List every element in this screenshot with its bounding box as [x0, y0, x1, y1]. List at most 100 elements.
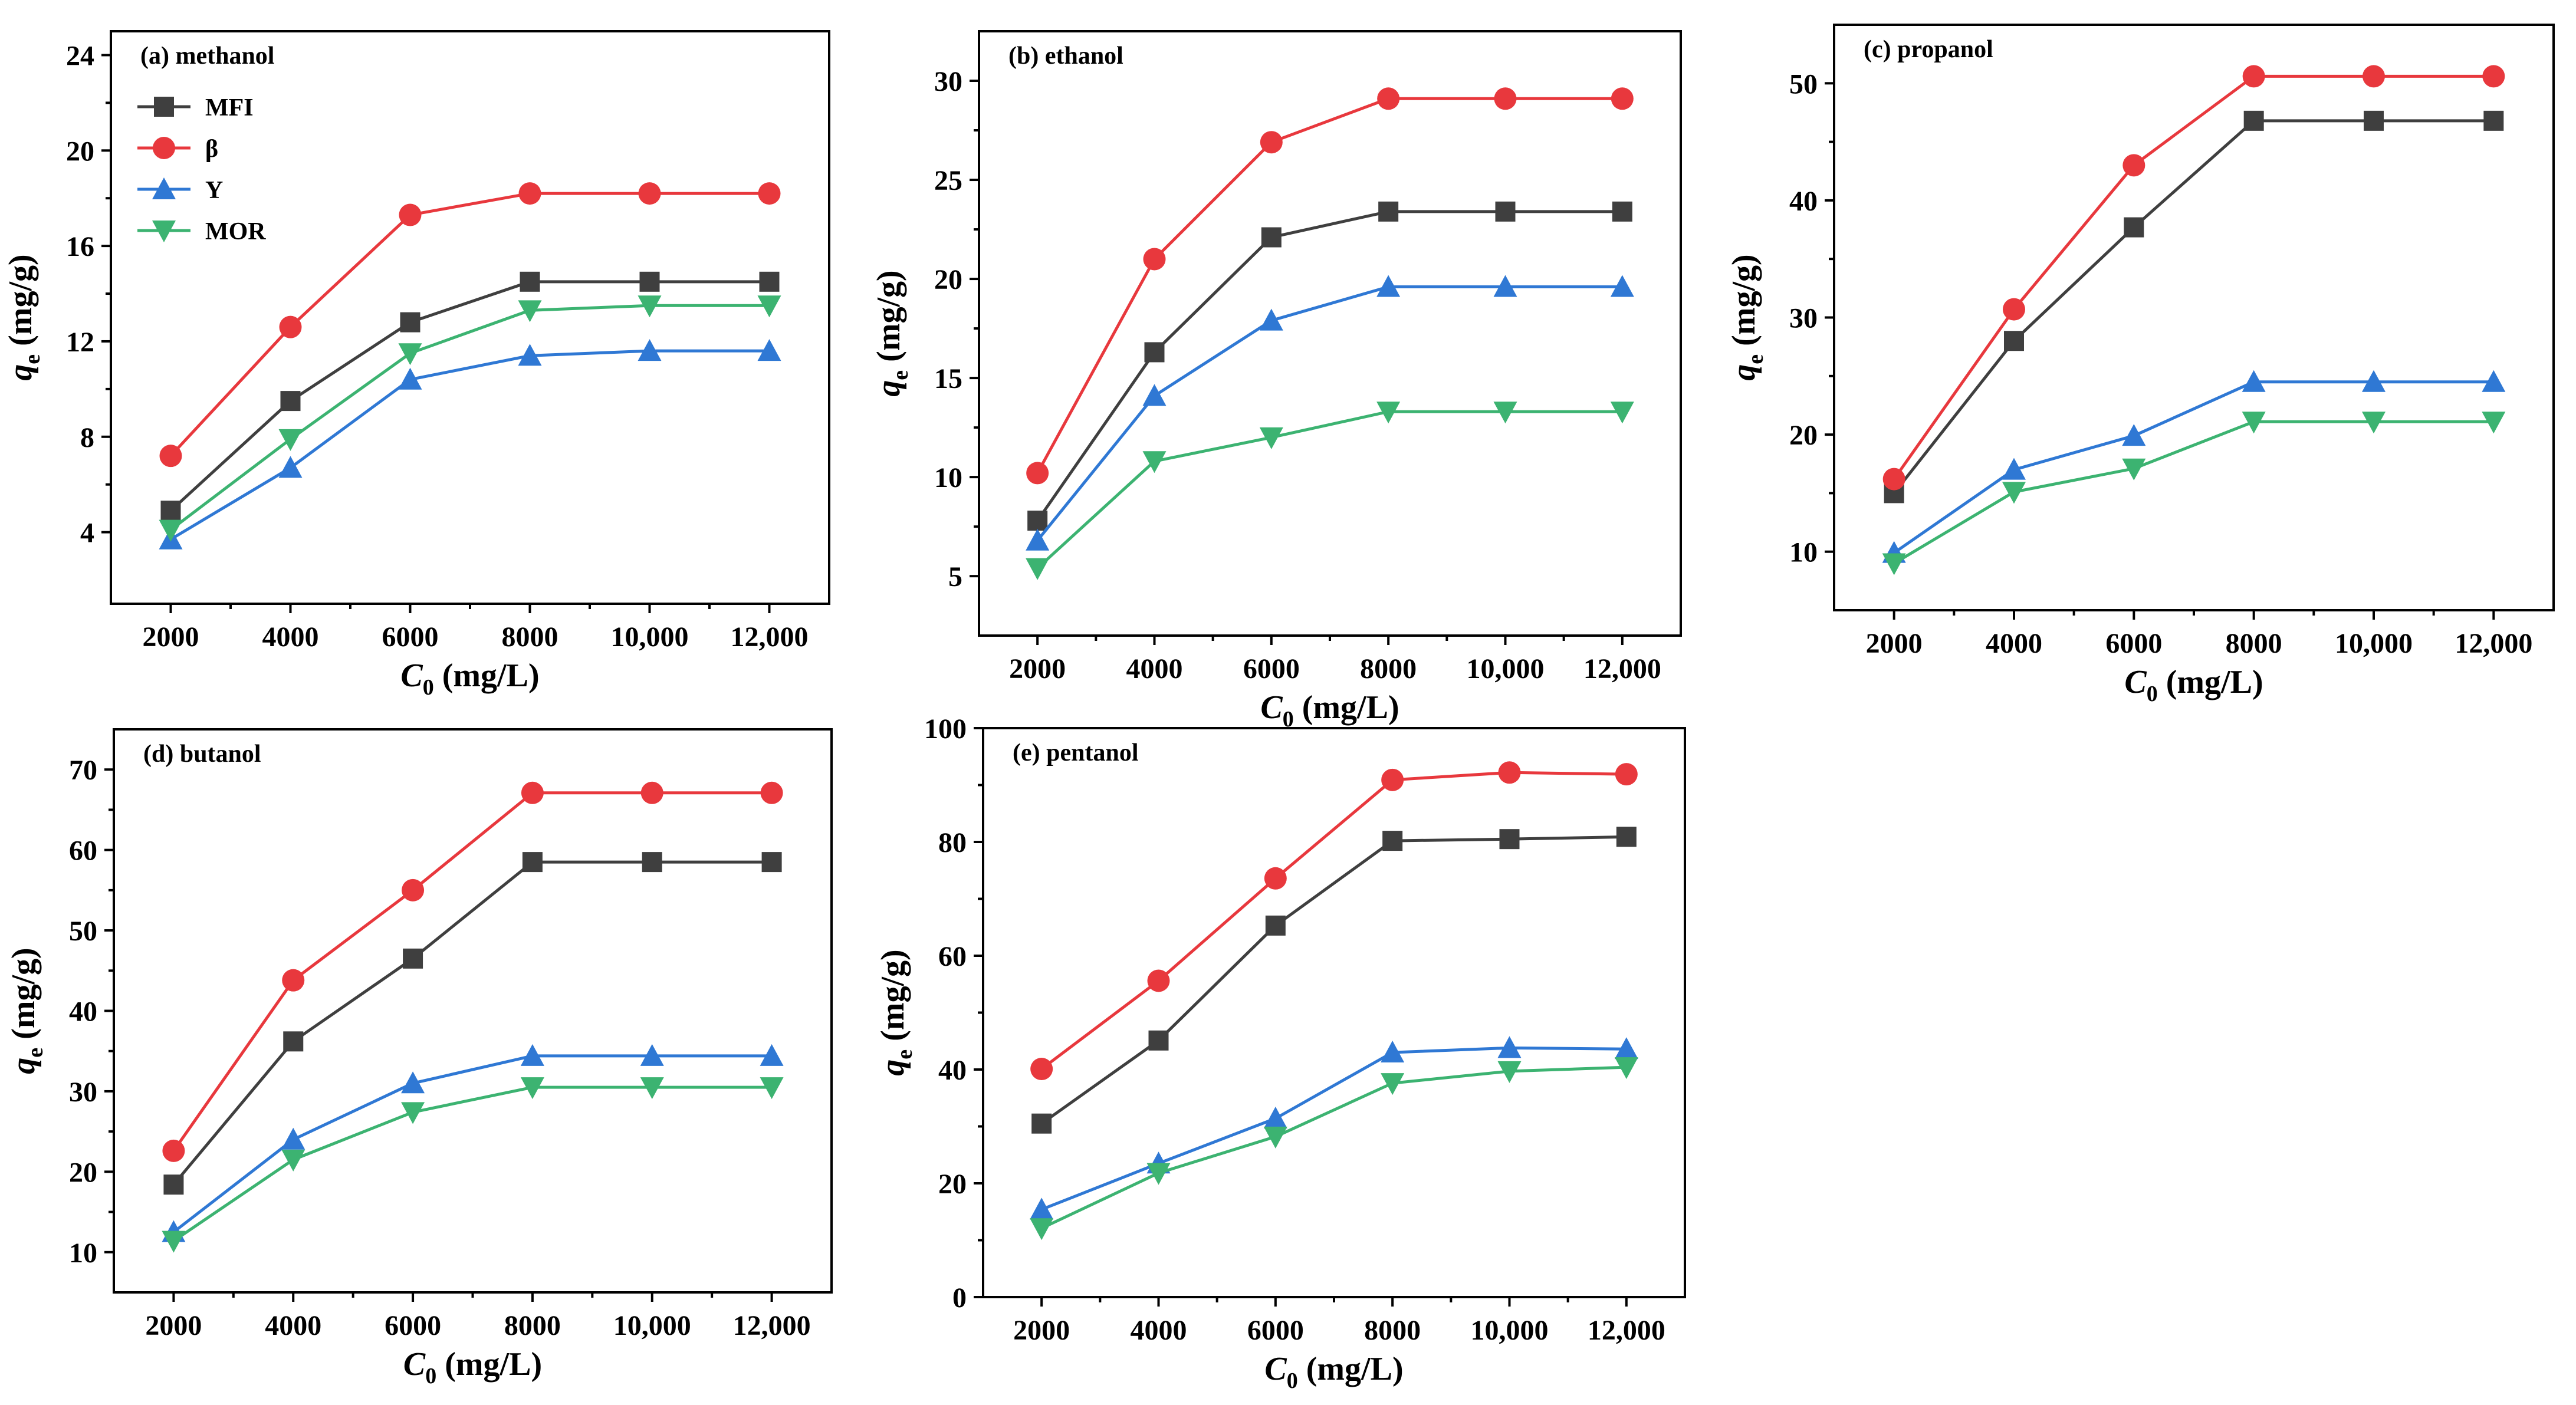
data-point [2242, 412, 2266, 434]
data-point [1497, 1061, 1522, 1083]
data-point [518, 300, 542, 323]
plot-frame [982, 727, 1686, 1298]
data-point [1614, 1057, 1638, 1080]
data-point [1264, 867, 1287, 890]
data-point [1615, 763, 1638, 786]
data-point [638, 295, 662, 318]
x-tick-label: 12,000 [733, 1310, 811, 1341]
series-line-2 [1041, 1046, 1627, 1211]
data-point [1499, 829, 1520, 850]
x-axis-title: C0 (mg/L) [403, 1346, 542, 1388]
data-point [403, 948, 423, 969]
y-tick-label: 40 [938, 1055, 967, 1086]
x-tick-label: 2000 [1013, 1315, 1070, 1346]
y-axis-unit: (mg/g) [2, 254, 39, 354]
y-axis-sub: e [1743, 354, 1768, 364]
x-axis-sub: 0 [1287, 1368, 1298, 1393]
x-tick-label: 8000 [2226, 628, 2282, 659]
series-line-0 [1040, 835, 1627, 1125]
series-line-2 [1893, 380, 2494, 554]
data-point [1142, 384, 1167, 406]
data-point [2483, 110, 2504, 131]
x-tick-label: 2000 [145, 1310, 202, 1341]
data-point [1497, 1036, 1522, 1058]
x-axis-sub: 0 [2147, 682, 2158, 706]
y-tick-label: 0 [952, 1282, 967, 1314]
y-axis-unit: (mg/g) [5, 947, 42, 1048]
x-axis-unit: (mg/L) [2158, 664, 2263, 700]
data-point [521, 781, 544, 804]
y-axis-sub: e [888, 370, 913, 380]
series-line-1 [169, 192, 770, 457]
data-point [1026, 558, 1050, 580]
x-tick-label: 10,000 [1471, 1315, 1549, 1346]
y-tick-label: 30 [69, 1077, 97, 1108]
data-point [2243, 110, 2264, 131]
data-point [402, 878, 425, 901]
plot-frame [1833, 24, 2555, 611]
data-point [1610, 275, 1634, 297]
data-point [761, 852, 782, 873]
data-point [1148, 1030, 1169, 1051]
y-tick-label: 10 [69, 1238, 97, 1269]
x-axis-title: C0 (mg/L) [2124, 664, 2263, 706]
panel-title: (c) propanol [1864, 36, 1993, 63]
y-axis-var: q [875, 1059, 911, 1076]
x-axis-title: C0 (mg/L) [1260, 689, 1399, 732]
data-point [1026, 462, 1049, 485]
data-point [2002, 482, 2026, 504]
x-tick-label: 12,000 [2455, 628, 2532, 659]
data-point [1495, 201, 1516, 222]
y-tick-label: 25 [934, 165, 962, 196]
x-tick-label: 12,000 [1588, 1315, 1665, 1346]
y-axis-unit: (mg/g) [1726, 254, 1762, 354]
y-tick-label: 15 [934, 363, 962, 394]
series-line-0 [1892, 119, 2494, 494]
x-axis-unit: (mg/L) [436, 1346, 542, 1383]
data-point [640, 781, 663, 804]
data-point [2242, 370, 2266, 392]
data-point [1612, 201, 1632, 222]
x-tick-label: 4000 [1131, 1315, 1187, 1346]
x-tick-label: 10,000 [613, 1310, 691, 1341]
x-axis-sub: 0 [425, 1364, 436, 1388]
data-point [1031, 1113, 1052, 1134]
x-tick-label: 6000 [1243, 653, 1300, 685]
data-point [758, 182, 781, 205]
x-axis-unit: (mg/L) [1298, 1351, 1404, 1387]
y-tick-label: 4 [80, 518, 94, 549]
data-point [1493, 275, 1517, 297]
chart-panel-4: 2000 4000 6000 8000 10,000 12,000 10 20 30 40 50 60… [5, 728, 833, 1388]
data-point [2362, 370, 2386, 392]
data-point [1143, 248, 1166, 271]
data-point [518, 344, 542, 366]
series-line-1 [172, 791, 772, 1152]
data-point [401, 1102, 425, 1124]
x-axis-unit: (mg/L) [1294, 689, 1399, 726]
x-tick-label: 4000 [265, 1310, 321, 1341]
data-point [520, 271, 540, 292]
y-axis-title: qe (mg/g) [1726, 254, 1768, 380]
data-point [642, 852, 662, 873]
data-point [280, 391, 301, 412]
data-point [1611, 87, 1634, 110]
data-point [159, 519, 183, 542]
y-tick-label: 20 [938, 1169, 967, 1200]
y-tick-label: 40 [69, 996, 97, 1028]
y-tick-label: 60 [938, 941, 967, 972]
data-point [1376, 402, 1401, 424]
x-tick-label: 12,000 [731, 621, 809, 653]
data-point [2482, 370, 2506, 392]
data-point [1376, 275, 1401, 297]
data-point [1026, 528, 1050, 551]
chart-panel-5: 2000 4000 6000 8000 10,000 12,000 0 20 40 60 80 100… [875, 713, 1686, 1393]
data-point [283, 1031, 304, 1052]
data-point [1144, 342, 1165, 363]
chart-panel-2: 2000 4000 6000 8000 10,000 12,000 5 10 15 20 25 30 C… [870, 30, 1682, 732]
y-tick-label: 30 [1789, 303, 1818, 334]
x-axis-var: C [1264, 1351, 1287, 1387]
y-tick-label: 8 [80, 422, 94, 453]
y-tick-label: 10 [934, 462, 962, 493]
x-tick-label: 10,000 [2335, 628, 2413, 659]
y-axis-sub: e [23, 1048, 48, 1058]
